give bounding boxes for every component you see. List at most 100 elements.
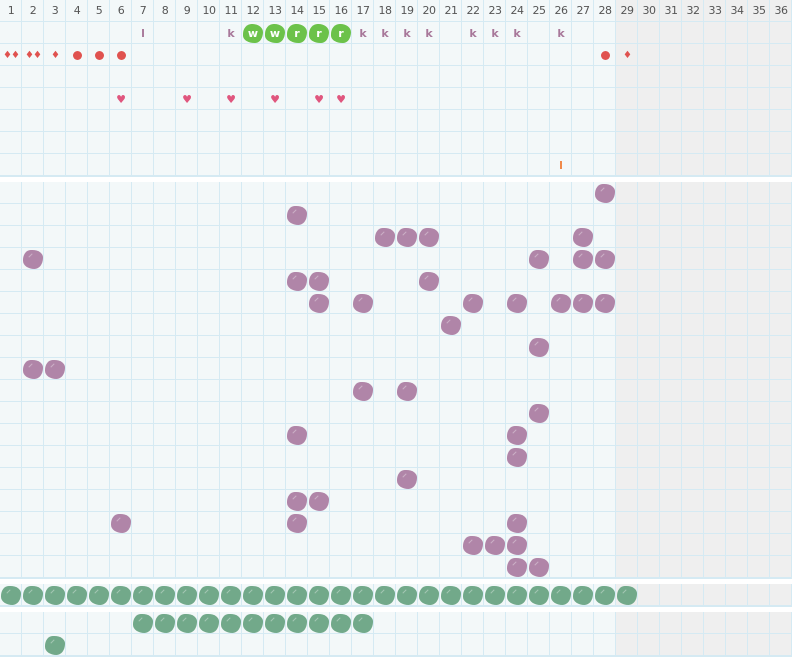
cell-day-21[interactable]	[440, 584, 462, 606]
cell-day-26[interactable]: k	[550, 22, 572, 44]
day-number-7[interactable]: 7	[139, 4, 147, 17]
cell-day-17[interactable]	[352, 584, 374, 606]
cell-day-2[interactable]	[22, 358, 44, 380]
cell-day-14[interactable]: r	[286, 22, 308, 44]
cell-day-15[interactable]: ♥	[308, 88, 330, 110]
cell-day-24[interactable]	[506, 512, 528, 534]
day-number-13[interactable]: 13	[268, 4, 283, 17]
cell-day-26[interactable]	[550, 292, 572, 314]
day-number-34[interactable]: 34	[730, 4, 745, 17]
cell-day-13[interactable]	[264, 612, 286, 634]
day-number-2[interactable]: 2	[29, 4, 37, 17]
cell-day-29[interactable]	[616, 584, 638, 606]
day-number-9[interactable]: 9	[183, 4, 191, 17]
day-number-5[interactable]: 5	[95, 4, 103, 17]
cell-day-17[interactable]	[352, 612, 374, 634]
day-number-35[interactable]: 35	[752, 4, 767, 17]
cell-day-6[interactable]	[110, 44, 132, 66]
cell-day-6[interactable]: ♥	[110, 88, 132, 110]
cell-day-19[interactable]	[396, 584, 418, 606]
cell-day-11[interactable]	[220, 584, 242, 606]
cell-day-28[interactable]	[594, 44, 616, 66]
cell-day-11[interactable]: k	[220, 22, 242, 44]
cell-day-27[interactable]	[572, 226, 594, 248]
cell-day-27[interactable]	[572, 292, 594, 314]
cell-day-15[interactable]	[308, 490, 330, 512]
cell-day-11[interactable]: ♥	[220, 88, 242, 110]
cell-day-4[interactable]	[66, 44, 88, 66]
day-number-29[interactable]: 29	[620, 4, 635, 17]
day-number-22[interactable]: 22	[466, 4, 481, 17]
cell-day-12[interactable]: w	[242, 22, 264, 44]
cell-day-27[interactable]	[572, 248, 594, 270]
cell-day-19[interactable]	[396, 468, 418, 490]
cell-day-6[interactable]	[110, 584, 132, 606]
cell-day-16[interactable]: r	[330, 22, 352, 44]
cell-day-3[interactable]	[44, 634, 66, 656]
cell-day-2[interactable]: ♦♦	[22, 44, 44, 66]
cell-day-24[interactable]: k	[506, 22, 528, 44]
cell-day-10[interactable]	[198, 612, 220, 634]
cell-day-20[interactable]: k	[418, 22, 440, 44]
cell-day-17[interactable]: k	[352, 22, 374, 44]
cell-day-3[interactable]	[44, 358, 66, 380]
cell-day-19[interactable]: k	[396, 22, 418, 44]
day-number-3[interactable]: 3	[51, 4, 59, 17]
cell-day-18[interactable]	[374, 226, 396, 248]
cell-day-19[interactable]	[396, 226, 418, 248]
day-number-8[interactable]: 8	[161, 4, 169, 17]
cell-day-23[interactable]: k	[484, 22, 506, 44]
cell-day-28[interactable]	[594, 182, 616, 204]
cell-day-14[interactable]	[286, 584, 308, 606]
cell-day-7[interactable]: l	[132, 22, 154, 44]
day-number-31[interactable]: 31	[664, 4, 679, 17]
cell-day-9[interactable]	[176, 584, 198, 606]
cell-day-15[interactable]	[308, 612, 330, 634]
cell-day-3[interactable]: ♦	[44, 44, 66, 66]
cell-day-12[interactable]	[242, 584, 264, 606]
cell-day-7[interactable]	[132, 612, 154, 634]
cell-day-13[interactable]	[264, 584, 286, 606]
cell-day-20[interactable]	[418, 226, 440, 248]
cell-day-22[interactable]	[462, 584, 484, 606]
cell-day-11[interactable]	[220, 612, 242, 634]
cell-day-24[interactable]	[506, 534, 528, 556]
day-number-10[interactable]: 10	[202, 4, 217, 17]
cell-day-7[interactable]	[132, 584, 154, 606]
cell-day-12[interactable]	[242, 612, 264, 634]
cell-day-28[interactable]	[594, 292, 616, 314]
cell-day-1[interactable]: ♦♦	[0, 44, 22, 66]
cell-day-10[interactable]	[198, 584, 220, 606]
day-number-12[interactable]: 12	[246, 4, 261, 17]
cell-day-14[interactable]	[286, 512, 308, 534]
cell-day-5[interactable]	[88, 44, 110, 66]
cell-day-16[interactable]	[330, 612, 352, 634]
cell-day-25[interactable]	[528, 584, 550, 606]
cell-day-24[interactable]	[506, 584, 528, 606]
day-number-30[interactable]: 30	[642, 4, 657, 17]
cell-day-15[interactable]: r	[308, 22, 330, 44]
cell-day-25[interactable]	[528, 248, 550, 270]
cell-day-15[interactable]	[308, 584, 330, 606]
day-number-20[interactable]: 20	[422, 4, 437, 17]
cell-day-22[interactable]	[462, 292, 484, 314]
day-number-28[interactable]: 28	[598, 4, 613, 17]
cell-day-13[interactable]: w	[264, 22, 286, 44]
cell-day-20[interactable]	[418, 270, 440, 292]
day-number-16[interactable]: 16	[334, 4, 349, 17]
cell-day-14[interactable]	[286, 424, 308, 446]
cell-day-16[interactable]: ♥	[330, 88, 352, 110]
cell-day-24[interactable]	[506, 292, 528, 314]
day-number-6[interactable]: 6	[117, 4, 125, 17]
cell-day-14[interactable]	[286, 490, 308, 512]
cell-day-3[interactable]	[44, 584, 66, 606]
day-number-36[interactable]: 36	[774, 4, 789, 17]
cell-day-20[interactable]	[418, 584, 440, 606]
cell-day-4[interactable]	[66, 584, 88, 606]
cell-day-19[interactable]	[396, 380, 418, 402]
cell-day-28[interactable]	[594, 584, 616, 606]
day-number-1[interactable]: 1	[7, 4, 15, 17]
cell-day-2[interactable]	[22, 248, 44, 270]
cell-day-15[interactable]	[308, 292, 330, 314]
cell-day-25[interactable]	[528, 402, 550, 424]
